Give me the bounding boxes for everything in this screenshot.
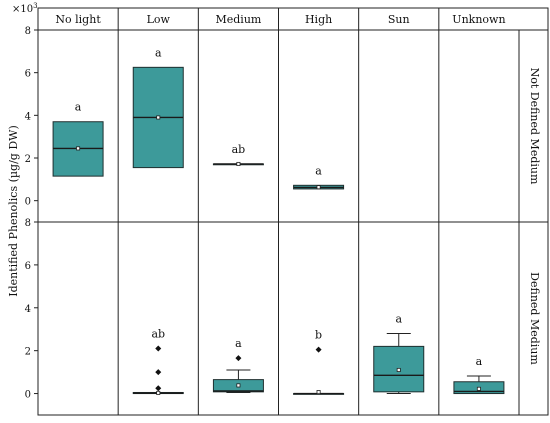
y-tick-label: 0	[25, 390, 31, 401]
row-strip-label: Not Defined Medium	[528, 68, 541, 185]
column-header: Medium	[215, 13, 261, 26]
box-group: a	[132, 46, 184, 169]
y-tick-label: 8	[25, 26, 31, 37]
mean-marker	[236, 383, 241, 388]
significance-letter: ab	[232, 143, 246, 156]
outlier-point	[235, 355, 242, 362]
mean-marker	[156, 115, 161, 120]
significance-letter: ab	[151, 328, 165, 341]
box-group: a	[373, 313, 425, 395]
y-tick-label: 4	[25, 111, 31, 122]
box-group: ab	[212, 143, 264, 166]
box-group: a	[212, 337, 264, 393]
plot-frame	[37, 7, 549, 416]
y-tick-label: 2	[25, 154, 31, 165]
box-group: b	[293, 329, 345, 395]
box-group: ab	[132, 328, 184, 395]
y-tick-label: 6	[25, 261, 31, 272]
column-header: Unknown	[452, 13, 505, 26]
mean-marker	[396, 367, 401, 372]
box-group: a	[293, 164, 345, 190]
mean-marker	[156, 390, 161, 395]
row-strip-label: Defined Medium	[528, 272, 541, 365]
significance-letter: b	[315, 329, 322, 342]
y-tick-label: 6	[25, 69, 31, 80]
significance-letter: a	[315, 164, 322, 177]
column-header: High	[305, 13, 332, 26]
y-tick-label: 4	[25, 304, 31, 315]
mean-marker	[316, 390, 321, 395]
column-header: No light	[55, 13, 101, 26]
mean-marker	[476, 386, 481, 391]
outlier-point	[155, 345, 162, 352]
y-axis-multiplier: ×103	[12, 2, 38, 15]
outlier-point	[315, 346, 322, 353]
box-group: a	[52, 101, 104, 177]
significance-letter: a	[235, 337, 242, 350]
mean-marker	[236, 161, 241, 166]
y-tick-label: 0	[25, 197, 31, 208]
y-axis-label: Identified Phenolics (µg/g DW)	[7, 125, 20, 297]
mean-marker	[316, 185, 321, 190]
mean-marker	[76, 146, 81, 151]
significance-letter: a	[476, 355, 483, 368]
column-header: Low	[147, 13, 171, 26]
significance-letter: a	[155, 46, 162, 59]
facet-column-headers: No light Low Medium High Sun Unknown	[55, 13, 505, 26]
column-header: Sun	[388, 13, 410, 26]
outer-border	[37, 7, 549, 416]
facet-row-labels: Not Defined Medium Defined Medium	[528, 68, 541, 366]
outlier-point	[155, 385, 162, 392]
significance-letter: a	[75, 101, 82, 114]
box-group: a	[453, 355, 505, 395]
y-tick-label: 2	[25, 347, 31, 358]
y-tick-label: 8	[25, 218, 31, 229]
y-axes: 0 2 4 6 8 0 2 4 6 8	[25, 26, 38, 401]
outlier-point	[155, 369, 162, 376]
significance-letter: a	[395, 313, 402, 326]
